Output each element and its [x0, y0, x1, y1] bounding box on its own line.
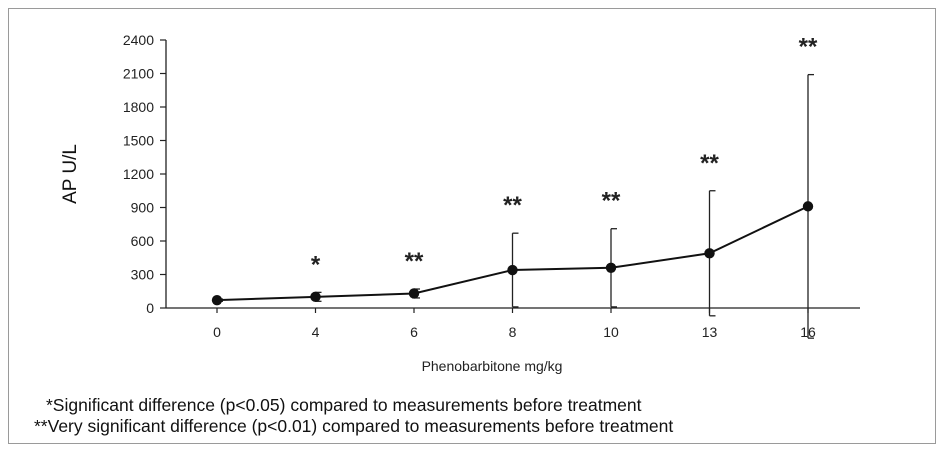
- significance-marker: **: [503, 192, 522, 219]
- y-tick-label: 0: [146, 300, 154, 316]
- significance-marker: **: [602, 188, 621, 215]
- x-tick-label: 6: [410, 324, 418, 340]
- data-point: [802, 201, 814, 212]
- significance-marker: *: [311, 251, 321, 278]
- footnote-very-significant: **Very significant difference (p<0.01) c…: [34, 416, 674, 436]
- footnote-significant: *Significant difference (p<0.05) compare…: [46, 395, 642, 415]
- data-points: [211, 201, 814, 306]
- x-tick-label: 0: [213, 324, 221, 340]
- y-axis-title: AP U/L: [60, 144, 81, 204]
- data-point: [704, 248, 715, 259]
- x-tick-label: 8: [509, 324, 517, 340]
- y-tick-label: 1800: [123, 99, 154, 115]
- x-tick-label: 10: [603, 324, 619, 340]
- x-axis-title: Phenobarbitone mg/kg: [422, 358, 563, 374]
- line-chart: 0 300 600 900 1200 1500 1800 2100 2400 0 4 6 8 10 13 1…: [60, 32, 860, 374]
- y-tick-label: 300: [131, 267, 155, 283]
- x-tick-label: 13: [702, 324, 718, 340]
- data-point: [310, 291, 321, 303]
- significance-marker: **: [405, 248, 424, 275]
- y-tick-label: 2100: [123, 66, 154, 82]
- data-point: [605, 262, 617, 273]
- y-tick-label: 1200: [123, 166, 154, 182]
- y-tick-label: 2400: [123, 32, 154, 48]
- y-tick-label: 1500: [123, 133, 154, 149]
- data-point: [507, 264, 518, 276]
- y-ticks: 0 300 600 900 1200 1500 1800 2100 2400: [123, 32, 166, 316]
- significance-marker: **: [799, 34, 818, 61]
- significance-marker: **: [700, 150, 719, 177]
- significance-markers: * **** ******: [311, 34, 818, 279]
- figure-frame: [8, 8, 936, 444]
- data-point: [211, 294, 223, 306]
- x-tick-label: 4: [312, 324, 320, 340]
- y-tick-label: 900: [131, 200, 155, 216]
- data-point: [408, 288, 420, 299]
- y-tick-label: 600: [131, 233, 155, 249]
- x-ticks: 0 4 6 8 10 13 16: [213, 308, 816, 340]
